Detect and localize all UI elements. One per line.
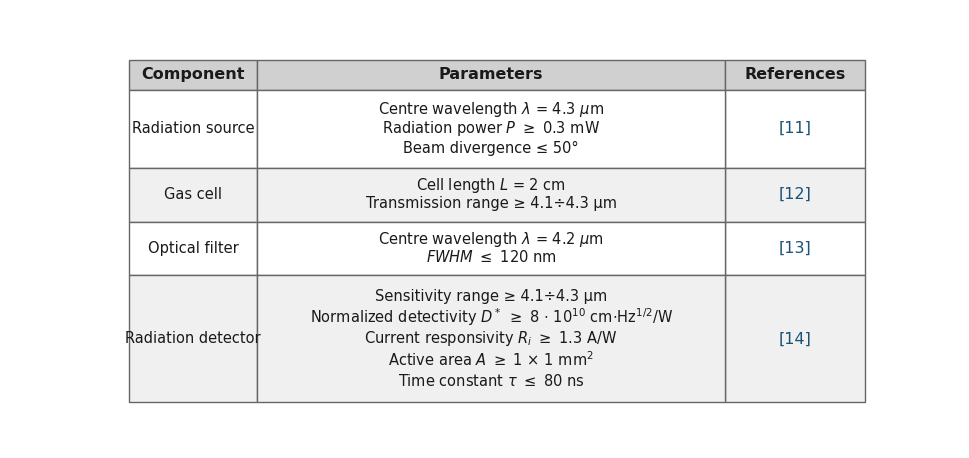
Bar [129, 168, 258, 222]
Bar [129, 275, 258, 402]
Text: Centre wavelength $\lambda$ = 4.2 $\mu$m: Centre wavelength $\lambda$ = 4.2 $\mu$m [378, 230, 604, 249]
Text: Time constant $\tau$ $\leq$ 80 ns: Time constant $\tau$ $\leq$ 80 ns [397, 373, 584, 389]
Text: Radiation power $P$ $\geq$ 0.3 mW: Radiation power $P$ $\geq$ 0.3 mW [382, 119, 600, 138]
Bar [725, 60, 864, 90]
Text: Parameters: Parameters [439, 67, 544, 82]
Text: Beam divergence ≤ 50°: Beam divergence ≤ 50° [403, 141, 578, 156]
Text: [11]: [11] [778, 121, 811, 136]
Text: Radiation source: Radiation source [132, 121, 254, 136]
Text: Component: Component [141, 67, 245, 82]
Text: Sensitivity range ≥ 4.1÷4.3 μm: Sensitivity range ≥ 4.1÷4.3 μm [375, 289, 608, 304]
Text: [13]: [13] [778, 241, 811, 256]
Text: Transmission range ≥ 4.1÷4.3 μm: Transmission range ≥ 4.1÷4.3 μm [365, 196, 616, 211]
Text: Optical filter: Optical filter [147, 241, 238, 256]
Bar [725, 275, 864, 402]
Text: [12]: [12] [778, 187, 811, 202]
Bar [725, 90, 864, 168]
Bar [129, 222, 258, 275]
Text: Radiation detector: Radiation detector [125, 331, 261, 346]
Bar [725, 222, 864, 275]
Text: [14]: [14] [778, 331, 811, 346]
Text: Gas cell: Gas cell [164, 187, 222, 202]
Bar [258, 168, 725, 222]
Bar [258, 222, 725, 275]
Bar [129, 90, 258, 168]
Bar [258, 60, 725, 90]
Bar [258, 275, 725, 402]
Text: Centre wavelength $\lambda$ = 4.3 $\mu$m: Centre wavelength $\lambda$ = 4.3 $\mu$m [378, 100, 604, 119]
Bar [258, 90, 725, 168]
Text: Normalized detectivity $D^*$ $\geq$ 8 $\cdot$ 10$^{10}$ cm$\cdot$Hz$^{1/2}$/W: Normalized detectivity $D^*$ $\geq$ 8 $\… [309, 307, 672, 328]
Text: Current responsivity $R_i$ $\geq$ 1.3 A/W: Current responsivity $R_i$ $\geq$ 1.3 A/… [364, 329, 617, 348]
Text: Cell length $L$ = 2 cm: Cell length $L$ = 2 cm [416, 176, 566, 195]
Text: Active area $A$ $\geq$ 1 $\times$ 1 mm$^2$: Active area $A$ $\geq$ 1 $\times$ 1 mm$^… [389, 351, 594, 369]
Text: References: References [744, 67, 845, 82]
Text: $\mathit{FWHM}$ $\leq$ 120 nm: $\mathit{FWHM}$ $\leq$ 120 nm [425, 249, 556, 265]
Bar [129, 60, 258, 90]
Bar [725, 168, 864, 222]
